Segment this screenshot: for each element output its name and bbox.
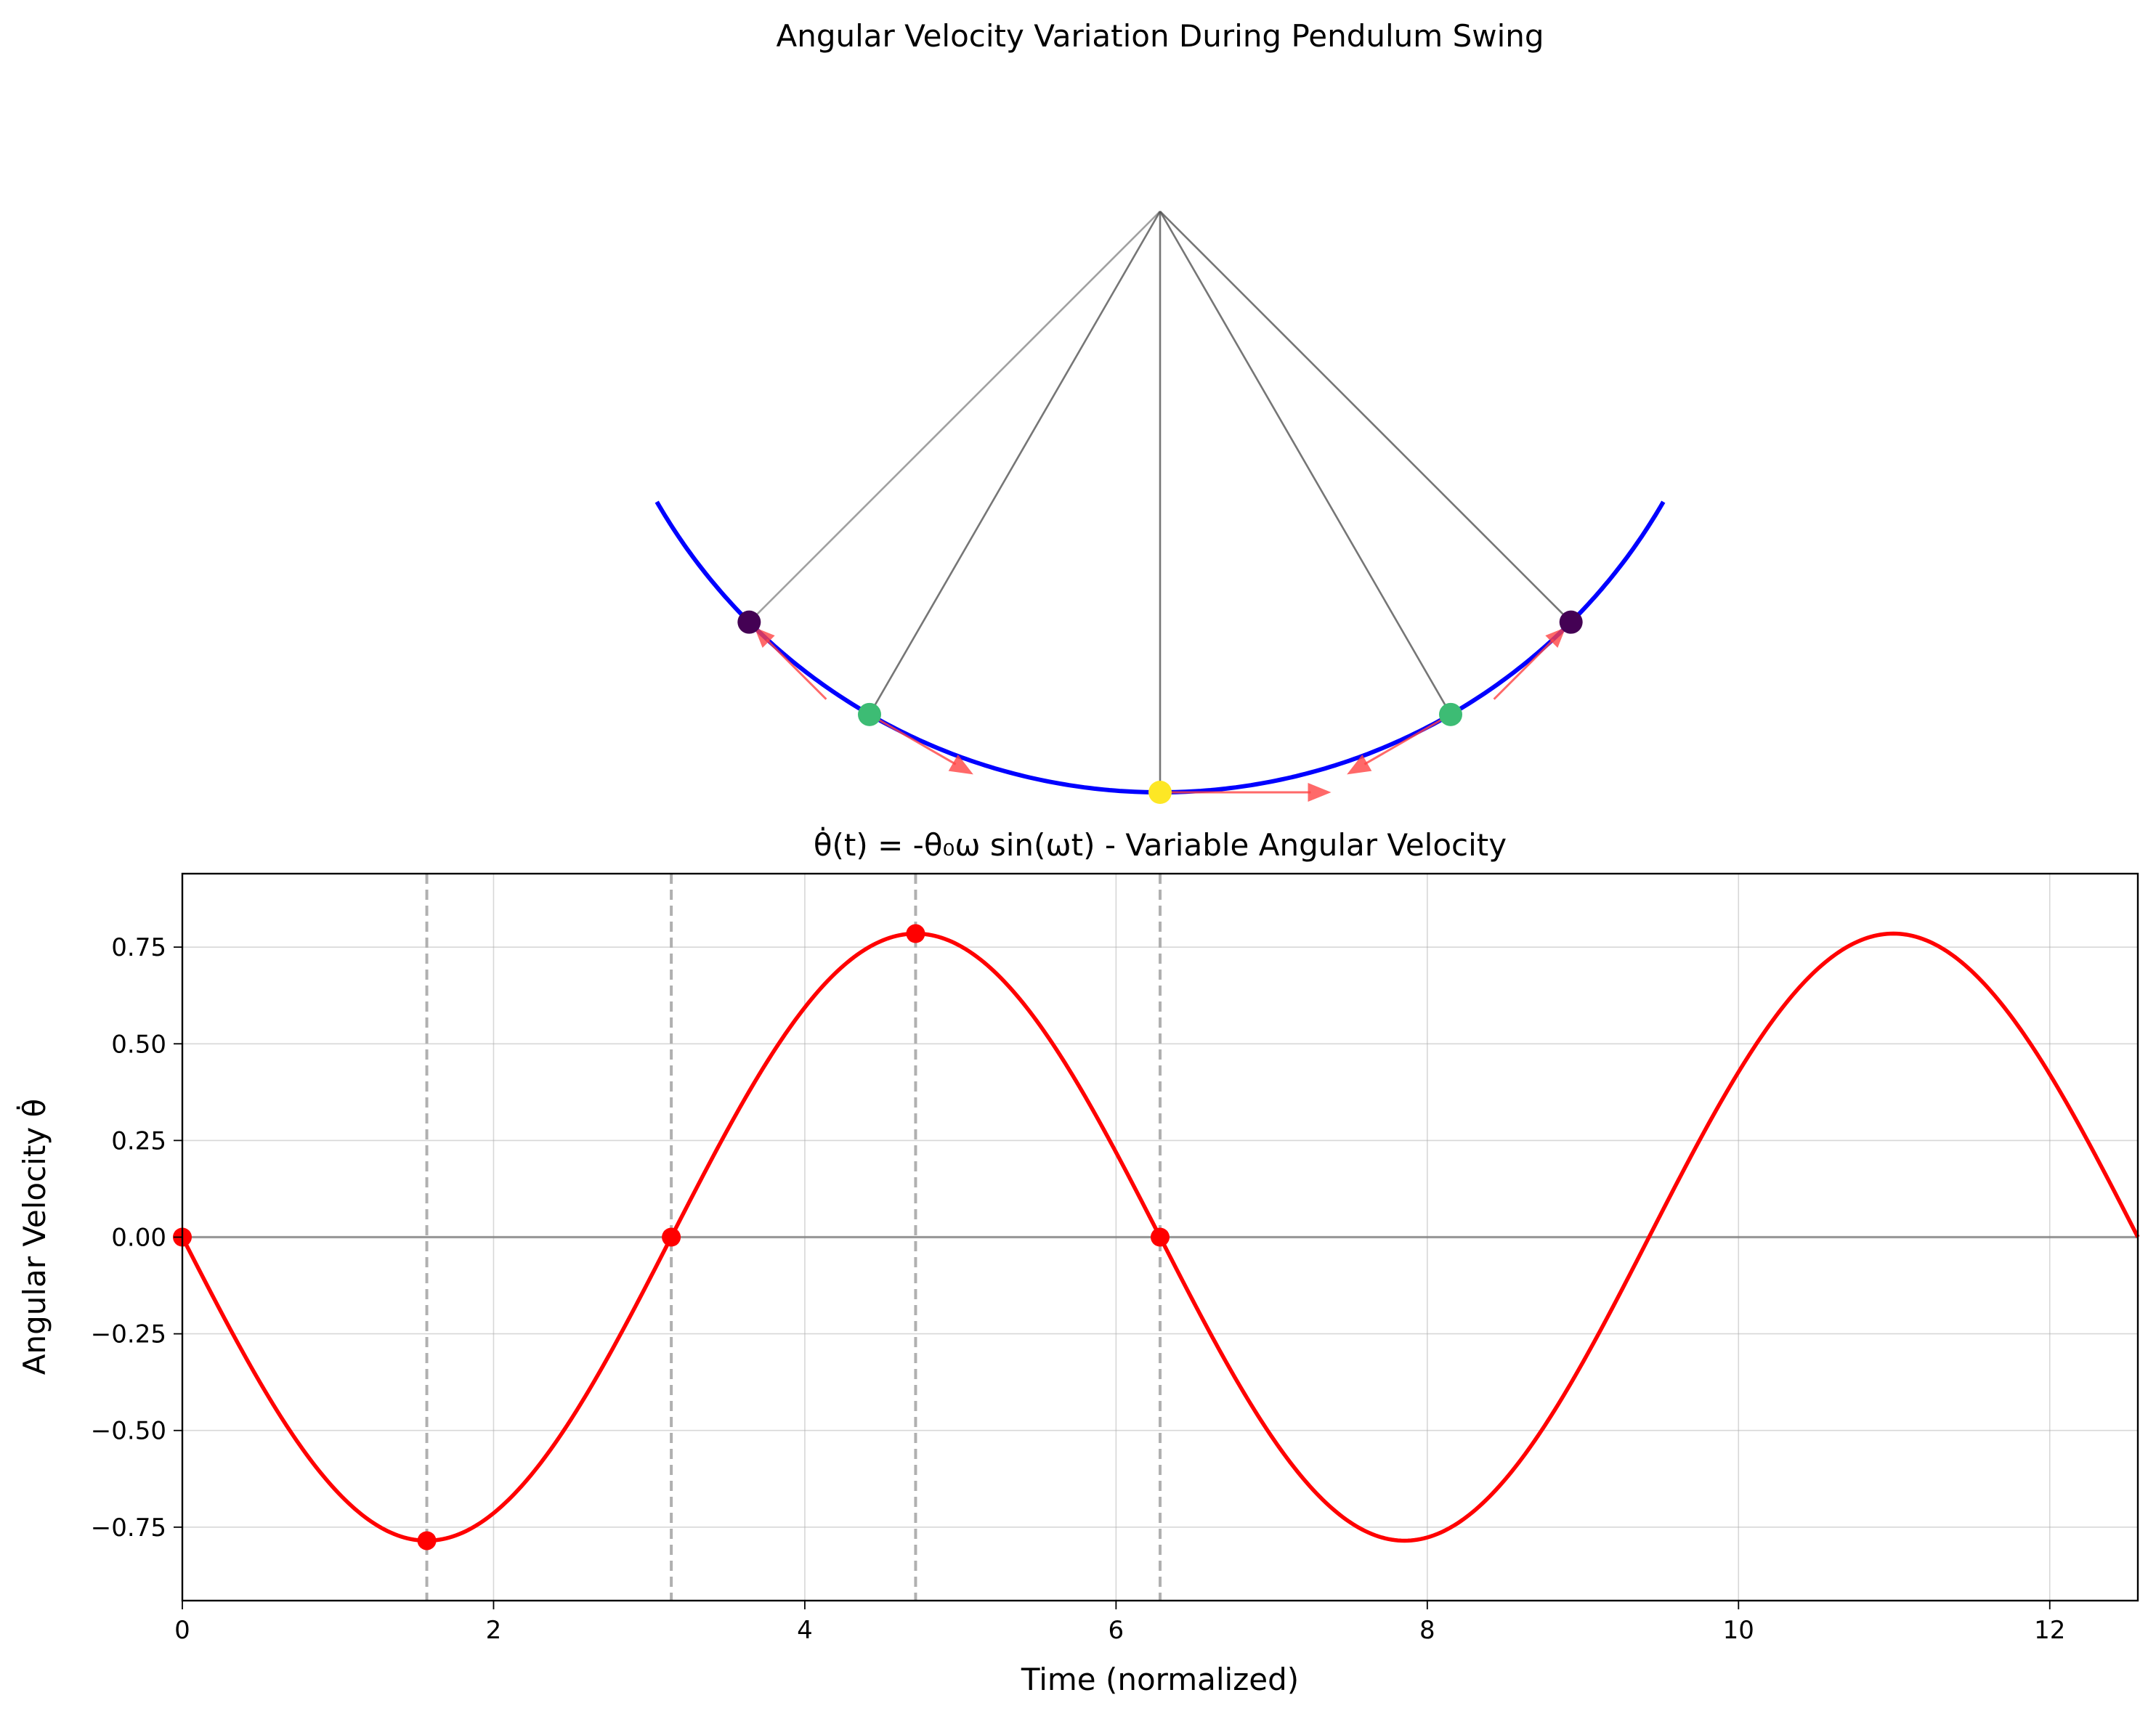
y-axis: −0.75 −0.50 −0.25 0.00 0.25 0.50 0.75 <box>91 933 182 1543</box>
y-tick-label: 0.00 <box>111 1224 166 1253</box>
x-tick-label: 12 <box>2034 1616 2065 1645</box>
x-tick-label: 8 <box>1419 1616 1435 1645</box>
velocity-arrow <box>1363 713 1451 765</box>
marker-layer <box>173 924 1170 1551</box>
velocity-arrowhead <box>1308 783 1332 802</box>
velocity-arrowhead <box>754 627 775 649</box>
y-tick-label: 0.75 <box>111 933 166 962</box>
pendulum-string <box>748 211 1161 623</box>
pendulum-string <box>1159 211 1452 715</box>
y-axis-label: Angular Velocity θ̇ <box>15 1099 52 1375</box>
pendulum-diagram <box>654 211 1666 804</box>
pendulum-string <box>868 211 1162 715</box>
plot-title: θ̇(t) = -θ₀ω sin(ωt) - Variable Angular … <box>814 826 1507 863</box>
x-tick-label: 2 <box>486 1616 502 1645</box>
data-point <box>662 1227 681 1247</box>
x-tick-label: 4 <box>797 1616 813 1645</box>
y-tick-label: −0.25 <box>91 1320 166 1349</box>
velocity-arrowhead <box>1347 755 1372 775</box>
x-tick-label: 10 <box>1723 1616 1754 1645</box>
y-tick-label: 0.25 <box>111 1126 166 1155</box>
pendulum-bob <box>737 610 761 634</box>
x-axis-label: Time (normalized) <box>1021 1662 1299 1697</box>
y-tick-label: −0.75 <box>91 1513 166 1543</box>
x-tick-label: 6 <box>1109 1616 1124 1645</box>
y-tick-label: 0.50 <box>111 1030 166 1059</box>
velocity-arrowhead <box>1545 627 1566 649</box>
velocity-arrow <box>766 638 827 700</box>
velocity-arrow <box>869 713 957 765</box>
data-point <box>1151 1227 1170 1247</box>
figure-title: Angular Velocity Variation During Pendul… <box>776 18 1544 54</box>
pendulum-bob <box>1439 702 1462 726</box>
data-point <box>417 1531 437 1551</box>
pendulum-bob <box>1148 781 1172 804</box>
velocity-arrowhead <box>948 755 973 775</box>
pendulum-bob <box>858 702 881 726</box>
x-axis: 0 2 4 6 8 10 12 <box>174 1601 2065 1645</box>
x-tick-label: 0 <box>174 1616 190 1645</box>
velocity-plot: 0 2 4 6 8 10 12 −0.75 −0.50 −0.25 0.00 0.25 0.50 0.7… <box>15 826 2140 1697</box>
pendulum-bob <box>1559 610 1583 634</box>
y-tick-label: −0.50 <box>91 1417 166 1446</box>
pendulum-string <box>1159 211 1572 623</box>
velocity-arrow <box>1493 638 1555 700</box>
data-point <box>906 924 925 943</box>
